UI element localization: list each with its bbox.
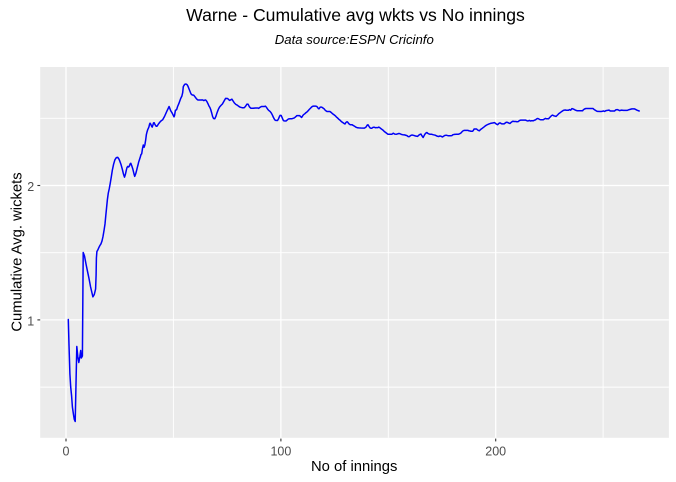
svg-text:No of innings: No of innings [311, 459, 397, 475]
svg-text:1: 1 [27, 315, 34, 329]
svg-text:Warne - Cumulative avg wkts vs: Warne - Cumulative avg wkts vs No inning… [186, 5, 525, 25]
svg-text:Cumulative Avg. wickets: Cumulative Avg. wickets [10, 172, 26, 331]
svg-text:Data source:ESPN Cricinfo: Data source:ESPN Cricinfo [275, 32, 434, 47]
svg-text:2: 2 [27, 180, 34, 194]
svg-text:0: 0 [63, 444, 70, 458]
svg-text:200: 200 [485, 444, 506, 458]
svg-text:100: 100 [270, 444, 291, 458]
